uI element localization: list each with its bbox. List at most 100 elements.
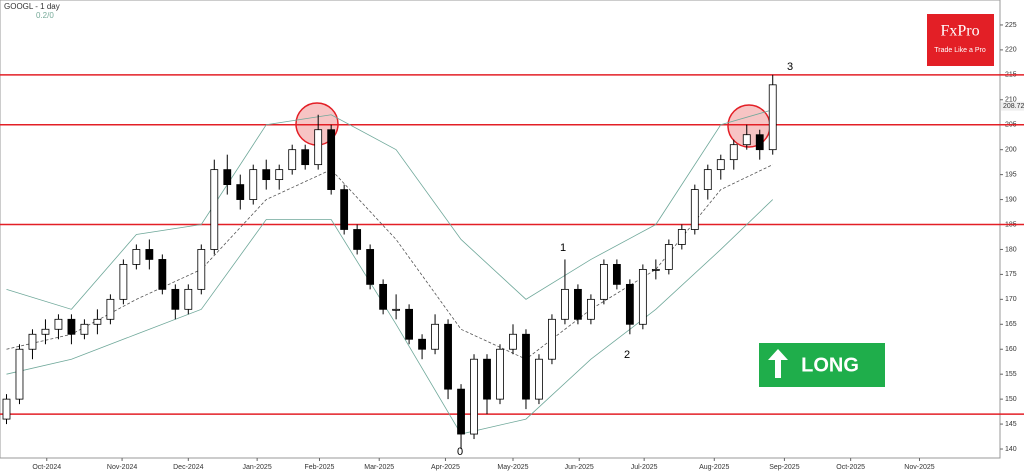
candle-body (314, 129, 323, 166)
candle-body (612, 264, 621, 285)
candle-body (703, 169, 712, 190)
slogan: Trade Like a Pro (934, 47, 986, 54)
candle-body (651, 269, 660, 271)
signal-text: LONG (801, 354, 859, 376)
wave-label: 0 (457, 446, 463, 458)
x-tick-label: Jun-2025 (565, 464, 594, 471)
candle-body (431, 323, 439, 350)
candle-body (28, 333, 37, 350)
y-tick-label: 180 (1005, 246, 1017, 253)
y-tick-label: 160 (1005, 346, 1017, 353)
candle-body (54, 318, 63, 330)
candle-body (496, 348, 504, 400)
candle-body (677, 229, 686, 245)
wave-label: 2 (624, 349, 630, 361)
x-tick-label: May-2025 (497, 464, 528, 471)
candle-body (210, 169, 219, 250)
x-tick-label: Sep-2025 (769, 464, 799, 471)
x-tick-label: Apr-2025 (431, 464, 460, 471)
chart-title: GOOGL - 1 day (4, 2, 60, 11)
brand: FxPro (940, 23, 979, 40)
candle-body (535, 358, 543, 400)
x-tick-label: Jan-2025 (243, 464, 272, 471)
candle-body (379, 283, 388, 310)
candle-body (548, 318, 556, 360)
candle-body (522, 333, 530, 400)
candle-body (599, 264, 608, 300)
candle-body (405, 308, 413, 340)
candle-body (638, 269, 647, 325)
band-line (6, 164, 773, 360)
candle-body (2, 398, 11, 420)
candle-body (301, 149, 310, 166)
candle-body (729, 144, 738, 161)
candle-body (768, 84, 777, 151)
y-tick-label: 140 (1005, 446, 1017, 453)
y-tick-label: 210 (1005, 97, 1017, 104)
candle-body (574, 288, 582, 320)
x-tick-label: Aug-2025 (699, 464, 729, 471)
candle-body (755, 134, 764, 151)
candle-body (145, 249, 154, 260)
x-tick-label: Nov-2025 (904, 464, 934, 471)
candle-body (197, 249, 206, 290)
candle-body (171, 288, 180, 310)
candle-body (353, 229, 362, 250)
x-tick-label: Oct-2025 (836, 464, 865, 471)
y-tick-label: 200 (1005, 147, 1017, 154)
candle-body (275, 169, 284, 181)
price-label: 208.72 (1003, 103, 1024, 110)
subtitle: 0.2/0 (36, 11, 54, 20)
candle-body (106, 298, 115, 320)
x-tick-label: Dec-2024 (173, 464, 203, 471)
y-tick-label: 170 (1005, 296, 1017, 303)
candle-body (457, 388, 465, 435)
x-tick-label: Oct-2024 (32, 464, 61, 471)
band-line (6, 109, 773, 310)
y-tick-label: 155 (1005, 371, 1017, 378)
candle-body (236, 184, 245, 200)
y-tick-label: 145 (1005, 421, 1017, 428)
up-arrow (768, 349, 788, 378)
candle-body (366, 249, 375, 285)
candle-body (80, 323, 89, 335)
y-tick-label: 220 (1005, 47, 1017, 54)
marks: 1401451501551601651701751801851901952002… (0, 22, 1024, 471)
candle-body (158, 259, 167, 290)
candle-body (184, 288, 193, 310)
price-tag (1001, 101, 1024, 111)
candle-body (67, 318, 76, 335)
candle-body (509, 333, 517, 350)
candle-body (223, 169, 232, 185)
candle-body (625, 283, 634, 325)
candle-body (327, 129, 336, 190)
candle-body (444, 323, 452, 390)
y-tick-label: 190 (1005, 196, 1017, 203)
candle-body (15, 348, 24, 400)
y-tick-label: 225 (1005, 22, 1017, 29)
x-tick-label: Nov-2024 (107, 464, 137, 471)
wave-label: 1 (560, 242, 566, 254)
candle-body (664, 244, 673, 270)
candle-body (41, 328, 50, 335)
candle-body (742, 134, 751, 146)
candle-body (690, 189, 699, 230)
candle-body (716, 159, 725, 171)
x-tick-label: Jul-2025 (631, 464, 658, 471)
candle-body (483, 358, 491, 400)
candle-body (470, 358, 478, 435)
candle-body (392, 308, 401, 311)
candle-body (93, 318, 102, 325)
y-tick-label: 195 (1005, 171, 1017, 178)
wave-label: 3 (787, 61, 793, 73)
y-tick-label: 165 (1005, 321, 1017, 328)
candle-body (288, 149, 297, 171)
candle-body (132, 249, 141, 265)
x-tick-label: Mar-2025 (364, 464, 394, 471)
band-line (6, 199, 774, 435)
candle-body (119, 264, 128, 300)
candle-body (587, 298, 595, 320)
y-tick-label: 175 (1005, 271, 1017, 278)
y-tick-label: 150 (1005, 396, 1017, 403)
